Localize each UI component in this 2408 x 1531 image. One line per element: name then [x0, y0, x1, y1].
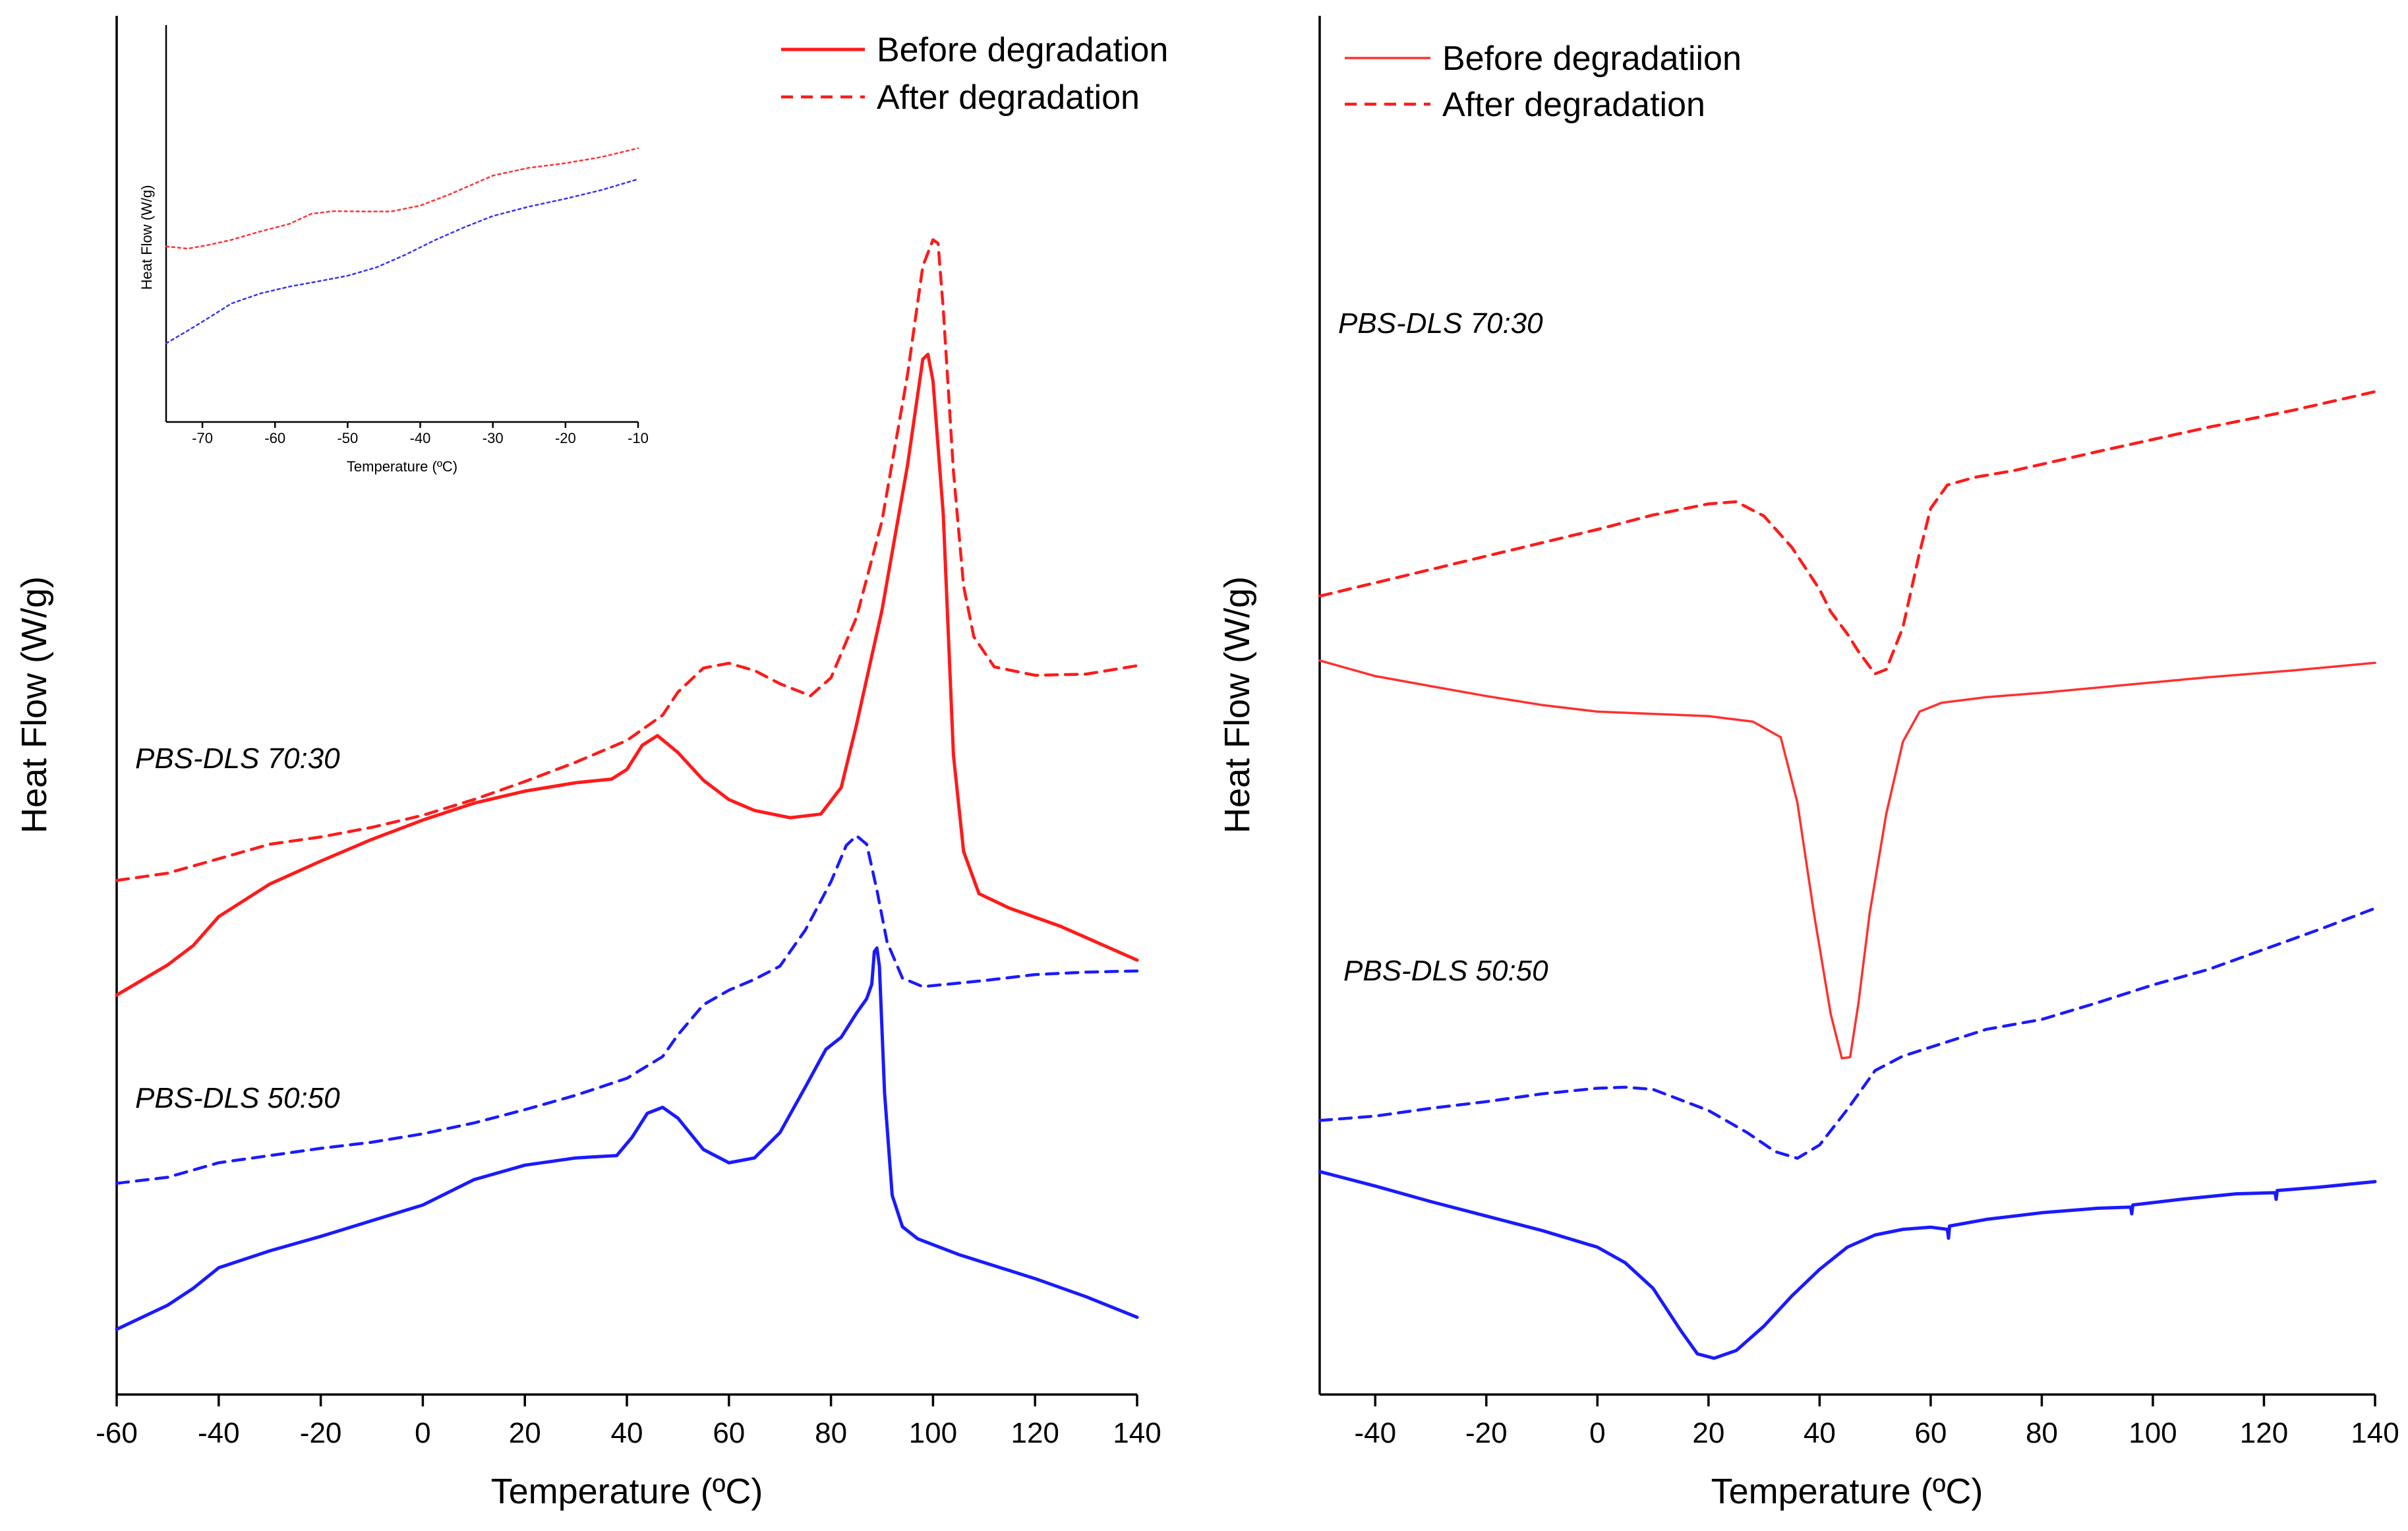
left-x-tick-label: -40 [198, 1417, 240, 1449]
right-x-tick-label: 140 [2351, 1417, 2399, 1449]
right-series-pbs-dls-50-50-before-degradation [1318, 1170, 2377, 1360]
right-chart: -40 -20 0 20 40 60 80 100 120 140 Temperature (ºC… [1218, 16, 2399, 1511]
inset-x-tick-label: -40 [410, 430, 431, 446]
right-y-axis-title: Heat Flow (W/g) [1218, 576, 1257, 833]
right-legend: Before degradatiion After degradation [1345, 40, 1742, 124]
left-x-tick-label: -60 [96, 1417, 138, 1449]
right-x-tick-label: 20 [1692, 1417, 1724, 1449]
left-series-pbs-dls-70-30-before-degradation [115, 352, 1139, 997]
left-series-pbs-dls-70-30-after-degradation [115, 238, 1139, 882]
inset-series-inset-blue [165, 178, 639, 344]
right-x-axis-title: Temperature (ºC) [1711, 1472, 1983, 1511]
inset-x-tick-label: -10 [628, 430, 649, 446]
left-x-axis-title: Temperature (ºC) [491, 1472, 763, 1511]
left-series-group [115, 238, 1139, 1331]
left-legend: Before degradation After degradation [781, 31, 1168, 117]
inset-x-tick-label: -70 [192, 430, 213, 446]
inset-y-axis-title: Heat Flow (W/g) [138, 185, 155, 290]
right-x-tick-label: -20 [1465, 1417, 1508, 1449]
left-x-tick-label: 20 [509, 1417, 541, 1449]
inset-series-inset-red [165, 147, 639, 250]
left-x-tick-label: 120 [1011, 1417, 1059, 1449]
inset-chart: -70 -60 -50 -40 -30 -20 -10 Temperature (ºC) H… [138, 25, 649, 475]
right-series-group [1318, 390, 2377, 1360]
right-series-pbs-dls-70-30-after-degradation [1318, 390, 2377, 676]
left-series-pbs-dls-50-50-before-degradation [115, 946, 1139, 1331]
inset-x-tick-label: -20 [555, 430, 576, 446]
inset-series-group [165, 147, 639, 344]
left-x-tick-label: -20 [300, 1417, 342, 1449]
right-label-50-50: PBS-DLS 50:50 [1343, 955, 1548, 987]
left-x-tick-label: 40 [611, 1417, 643, 1449]
left-x-ticks: -60 -40 -20 0 20 40 60 80 100 120 140 [96, 1395, 1161, 1449]
right-series-pbs-dls-50-50-after-degradation [1318, 907, 2377, 1160]
right-x-tick-label: 60 [1914, 1417, 1947, 1449]
left-label-50-50: PBS-DLS 50:50 [135, 1082, 340, 1114]
left-x-tick-label: 80 [815, 1417, 847, 1449]
inset-x-tick-label: -60 [264, 430, 285, 446]
right-x-tick-label: -40 [1354, 1417, 1396, 1449]
left-x-tick-label: 60 [713, 1417, 745, 1449]
right-x-tick-label: 100 [2129, 1417, 2177, 1449]
left-x-tick-label: 140 [1113, 1417, 1161, 1449]
right-x-tick-label: 40 [1804, 1417, 1836, 1449]
inset-x-tick-label: -30 [483, 430, 504, 446]
legend-label-before: Before degradatiion [1442, 40, 1742, 78]
legend-label-before: Before degradation [877, 31, 1168, 69]
inset-x-tick-label: -50 [337, 430, 358, 446]
left-x-tick-label: 0 [415, 1417, 430, 1449]
left-chart: -60 -40 -20 0 20 40 60 80 100 120 140 Temperature … [15, 16, 1168, 1511]
right-x-tick-label: 0 [1589, 1417, 1605, 1449]
left-y-axis-title: Heat Flow (W/g) [15, 576, 54, 833]
left-series-pbs-dls-50-50-after-degradation [115, 834, 1139, 1185]
left-x-tick-label: 100 [909, 1417, 957, 1449]
legend-label-after: After degradation [1442, 86, 1705, 124]
right-series-pbs-dls-70-30-before-degradation [1318, 659, 2376, 1060]
legend-label-after: After degradation [877, 78, 1140, 117]
right-label-70-30: PBS-DLS 70:30 [1338, 307, 1543, 340]
inset-x-axis-title: Temperature (ºC) [347, 458, 457, 475]
right-x-ticks: -40 -20 0 20 40 60 80 100 120 140 [1354, 1395, 2399, 1449]
inset-x-ticks: -70 -60 -50 -40 -30 -20 -10 [192, 422, 649, 446]
left-label-70-30: PBS-DLS 70:30 [135, 742, 340, 775]
right-x-tick-label: 80 [2026, 1417, 2058, 1449]
right-x-tick-label: 120 [2240, 1417, 2288, 1449]
